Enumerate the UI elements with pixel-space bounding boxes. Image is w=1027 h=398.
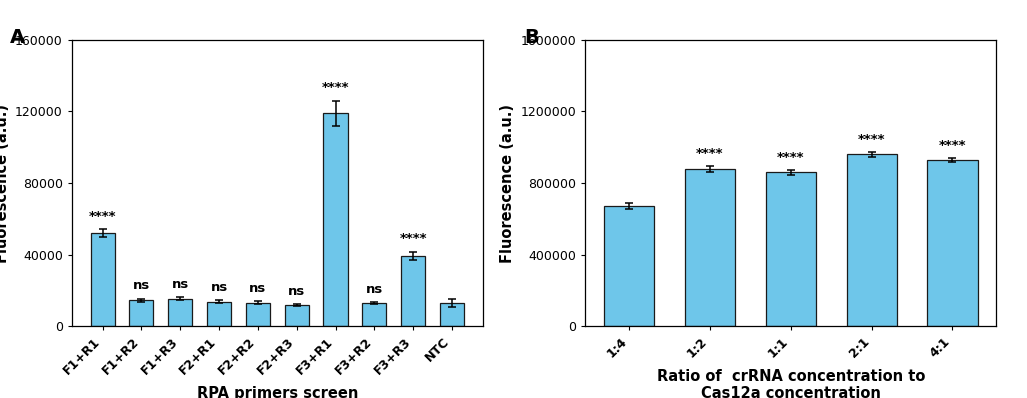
Bar bbox=[402, 256, 425, 326]
Text: B: B bbox=[524, 28, 538, 47]
Bar bbox=[927, 160, 978, 326]
Text: A: A bbox=[10, 28, 26, 47]
Y-axis label: Fluorescence (a.u.): Fluorescence (a.u.) bbox=[0, 103, 9, 263]
Y-axis label: Fluorescence (a.u.): Fluorescence (a.u.) bbox=[500, 103, 516, 263]
Bar bbox=[440, 303, 464, 326]
Text: ns: ns bbox=[366, 283, 383, 296]
Text: ns: ns bbox=[211, 281, 228, 294]
Bar bbox=[90, 233, 115, 326]
Text: ****: **** bbox=[696, 146, 724, 160]
X-axis label: RPA primers screen: RPA primers screen bbox=[196, 386, 358, 398]
Bar bbox=[245, 303, 270, 326]
Bar bbox=[129, 300, 153, 326]
Text: ****: **** bbox=[939, 139, 966, 152]
Text: ns: ns bbox=[172, 278, 189, 291]
Bar bbox=[604, 206, 654, 326]
Text: ****: **** bbox=[777, 151, 804, 164]
X-axis label: Ratio of  crRNA concentration to
Cas12a concentration: Ratio of crRNA concentration to Cas12a c… bbox=[656, 369, 925, 398]
Bar bbox=[324, 113, 347, 326]
Bar bbox=[846, 154, 897, 326]
Text: ****: **** bbox=[400, 232, 427, 246]
Text: ****: **** bbox=[858, 133, 885, 146]
Text: ns: ns bbox=[289, 285, 305, 298]
Bar bbox=[766, 172, 815, 326]
Text: ns: ns bbox=[132, 279, 150, 293]
Text: ****: **** bbox=[89, 210, 116, 223]
Bar bbox=[363, 303, 386, 326]
Bar bbox=[685, 169, 735, 326]
Bar bbox=[284, 305, 309, 326]
Bar bbox=[207, 302, 231, 326]
Bar bbox=[168, 298, 192, 326]
Text: ****: **** bbox=[321, 81, 349, 94]
Text: ns: ns bbox=[250, 282, 266, 295]
